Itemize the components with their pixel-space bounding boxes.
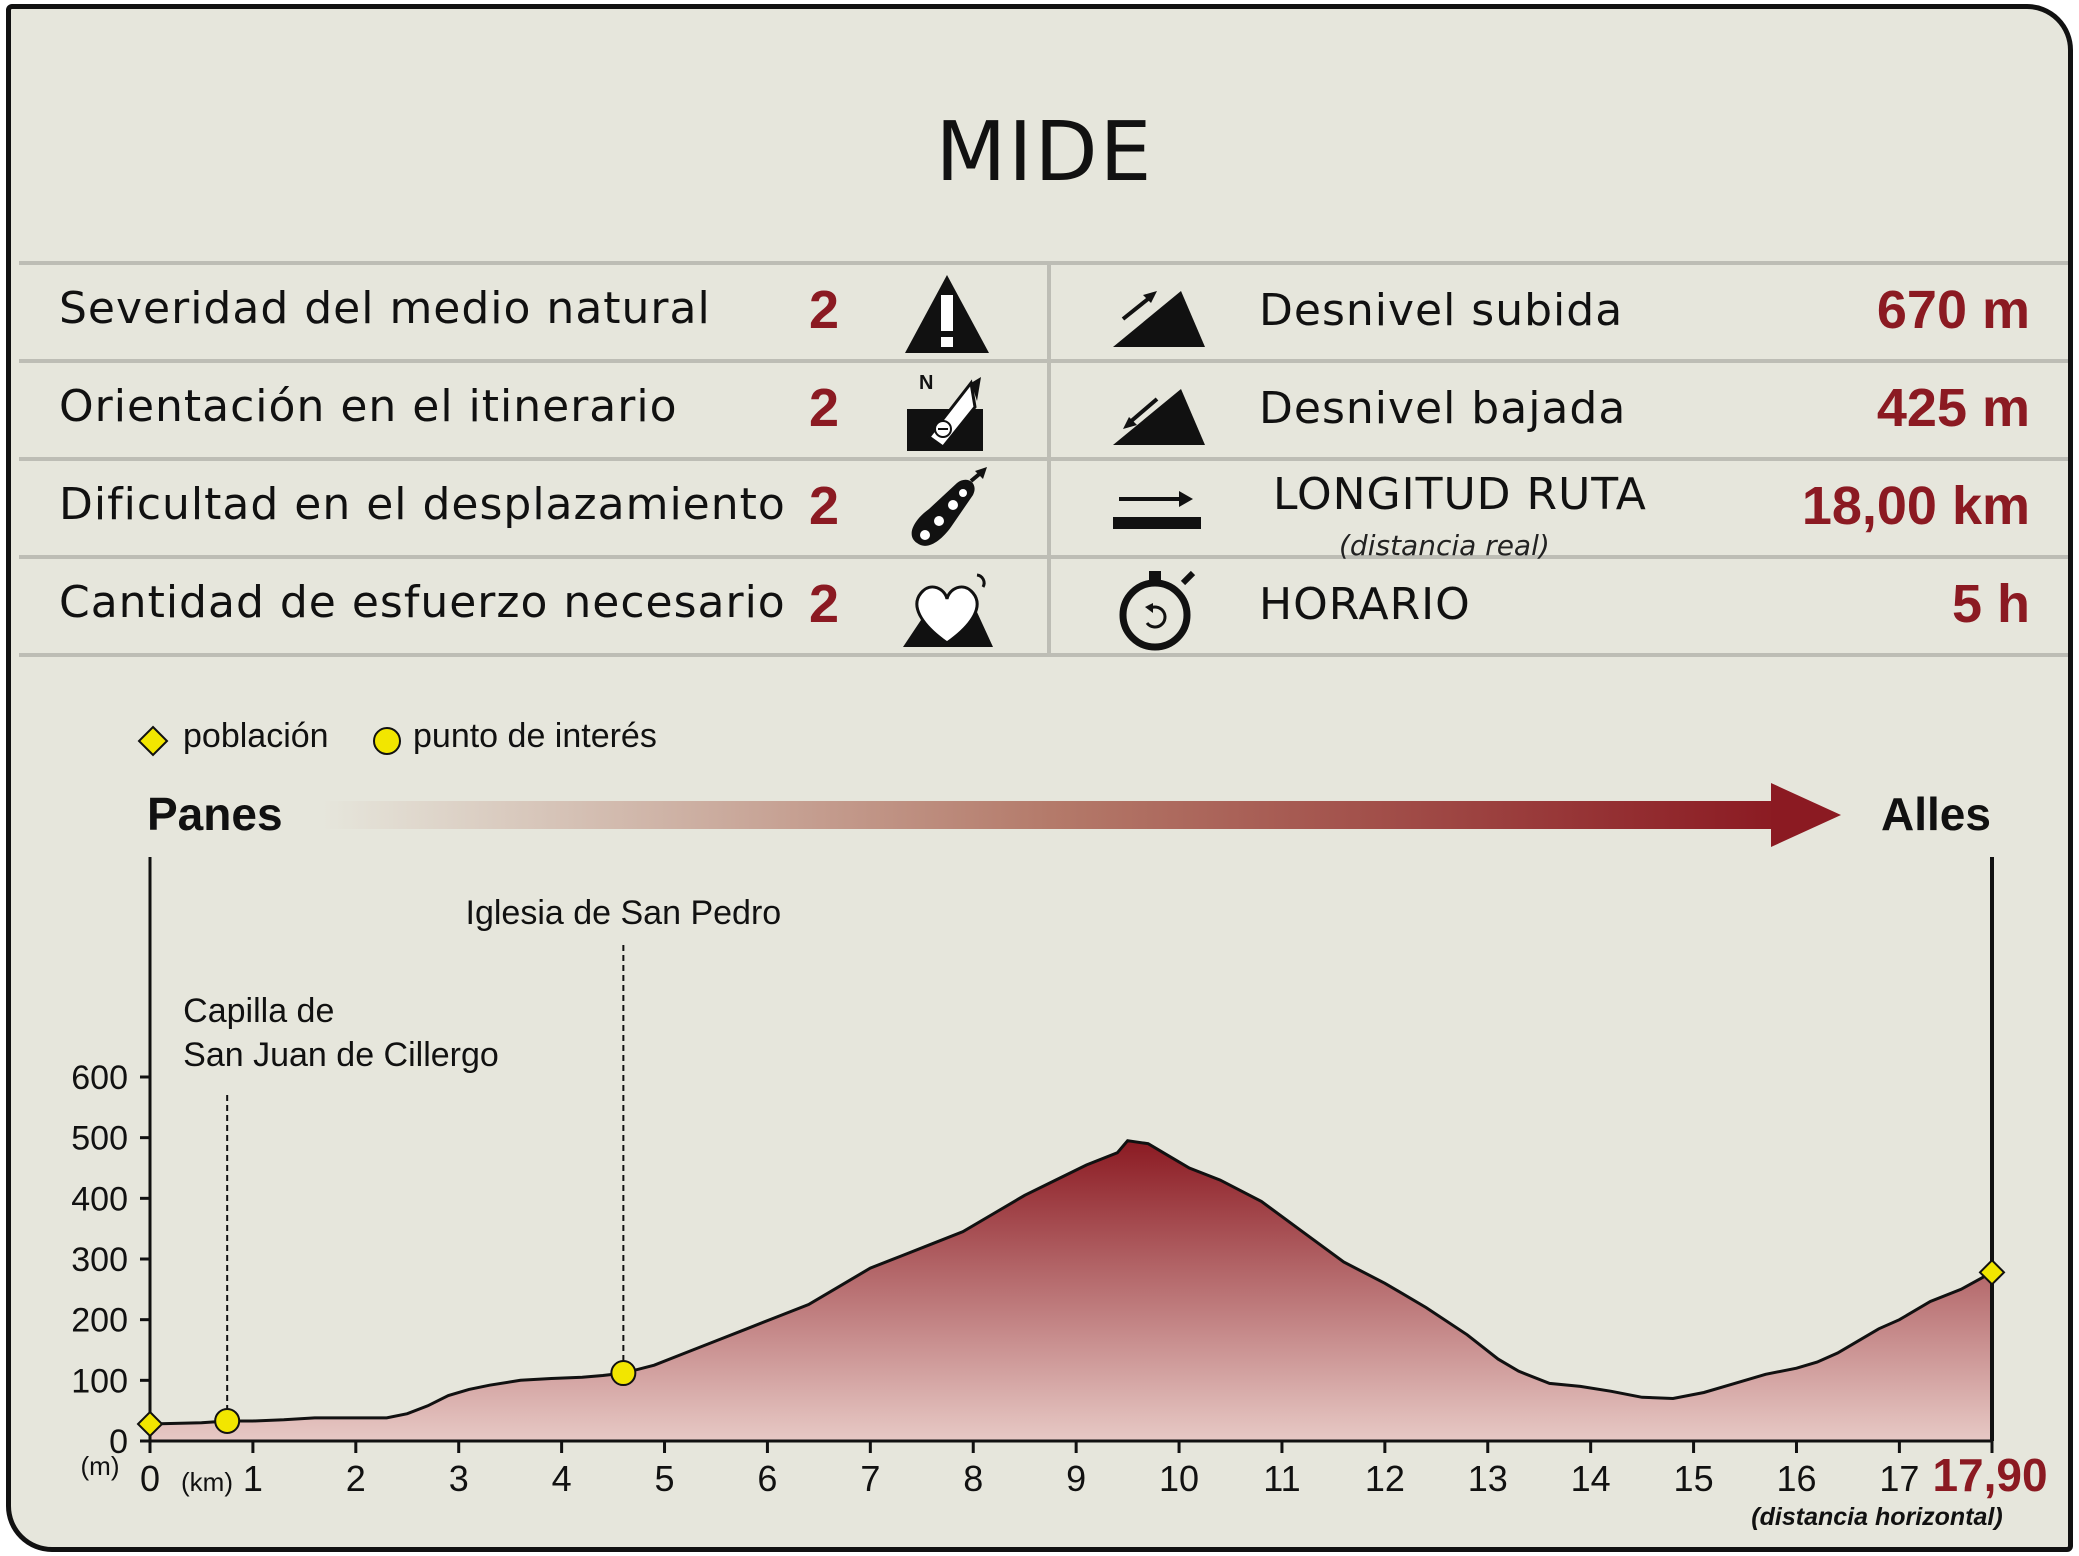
x-tick-label: 3 xyxy=(449,1458,469,1499)
heart-mountain-icon xyxy=(903,573,993,647)
x-tick-label: 2 xyxy=(346,1458,366,1499)
y-unit-label: (m) xyxy=(81,1451,120,1481)
distance-arrow-icon xyxy=(1113,491,1201,529)
x-tick-label: 9 xyxy=(1066,1458,1086,1499)
legend-poi-label: punto de interés xyxy=(413,717,657,755)
x-tick-label: 6 xyxy=(757,1458,777,1499)
direction-arrow xyxy=(321,783,1841,847)
ascent-slope-icon xyxy=(1113,291,1205,347)
end-distance-note: (distancia horizontal) xyxy=(1751,1503,2002,1531)
table-row: Severidad del medio natural 2 Desnivel s… xyxy=(19,265,2068,357)
table-column-divider xyxy=(1047,265,1051,657)
y-tick-label: 0 xyxy=(109,1423,128,1461)
warning-mountain-icon xyxy=(905,275,989,353)
table-divider xyxy=(19,555,2068,559)
effort-label: Cantidad de esfuerzo necesario xyxy=(59,577,786,628)
poi-label: Iglesia de San Pedro xyxy=(466,894,782,932)
y-tick-label: 600 xyxy=(71,1059,128,1097)
x-tick-label: 7 xyxy=(860,1458,880,1499)
y-tick-label: 500 xyxy=(71,1120,128,1158)
descent-label: Desnivel bajada xyxy=(1259,383,1627,434)
difficulty-label: Dificultad en el desplazamiento xyxy=(59,479,786,530)
length-value: 18,00 km xyxy=(1801,476,2030,536)
svg-text:N: N xyxy=(919,372,933,394)
footprint-icon xyxy=(911,467,987,546)
descent-slope-icon xyxy=(1113,389,1205,445)
x-tick-label: 11 xyxy=(1263,1458,1300,1499)
x-tick-label: 13 xyxy=(1468,1458,1508,1499)
x-tick-label: 10 xyxy=(1159,1458,1199,1499)
legend-town-label: población xyxy=(183,717,329,755)
x-tick-label: 4 xyxy=(552,1458,572,1499)
mide-table: Severidad del medio natural 2 Desnivel s… xyxy=(19,261,2068,657)
elevation-line xyxy=(149,1139,1993,1426)
x-tick-label: 1 xyxy=(243,1458,263,1499)
time-value: 5 h xyxy=(1951,574,2030,634)
x-tick-label: 17 xyxy=(1879,1458,1919,1499)
ascent-value: 670 m xyxy=(1876,280,2030,340)
severity-label: Severidad del medio natural xyxy=(59,283,711,334)
severity-value: 2 xyxy=(809,280,840,340)
table-divider xyxy=(19,359,2068,363)
x-tick-label: 14 xyxy=(1571,1458,1611,1499)
town-marker-icon xyxy=(137,725,169,757)
length-sublabel: (distancia real) xyxy=(1339,529,1550,562)
x-tick-label: 15 xyxy=(1674,1458,1714,1499)
orientation-value: 2 xyxy=(809,378,840,438)
x-tick-label: 12 xyxy=(1365,1458,1405,1499)
mide-card: MIDE Severidad del medio natural 2 Desni… xyxy=(6,4,2073,1552)
end-distance-label: 17,90 xyxy=(1932,1449,2047,1501)
table-divider xyxy=(19,653,2068,657)
difficulty-value: 2 xyxy=(809,476,840,536)
y-tick-label: 400 xyxy=(71,1180,128,1218)
stopwatch-icon xyxy=(1119,570,1196,651)
x-tick-label: 8 xyxy=(963,1458,983,1499)
x-tick-label: 5 xyxy=(655,1458,675,1499)
y-tick-label: 200 xyxy=(71,1302,128,1340)
x-tick-label: 16 xyxy=(1776,1458,1816,1499)
poi-label: Capilla de xyxy=(183,992,334,1030)
poi-label: San Juan de Cillergo xyxy=(183,1036,499,1074)
compass-signpost-icon: N xyxy=(907,372,983,451)
x-tick-label: 0 xyxy=(140,1458,160,1499)
y-tick-label: 100 xyxy=(71,1362,128,1400)
orientation-label: Orientación en el itinerario xyxy=(59,381,678,432)
start-place-label: Panes xyxy=(147,788,283,840)
table-row: Dificultad en el desplazamiento 2 LONGIT… xyxy=(19,461,2068,562)
poi-marker-icon xyxy=(373,727,401,755)
descent-value: 425 m xyxy=(1876,378,2030,438)
effort-value: 2 xyxy=(809,574,840,634)
poi-marker xyxy=(610,1360,637,1387)
ascent-label: Desnivel subida xyxy=(1259,285,1624,336)
x-unit-label: (km) xyxy=(181,1467,233,1497)
poi-marker xyxy=(214,1407,241,1434)
end-place-label: Alles xyxy=(1881,788,1991,840)
y-tick-label: 300 xyxy=(71,1241,128,1279)
length-label: LONGITUD RUTA xyxy=(1273,469,1647,520)
table-divider xyxy=(19,457,2068,461)
page-title: MIDE xyxy=(935,105,1154,200)
table-row: Cantidad de esfuerzo necesario 2 HORARIO… xyxy=(19,559,2068,651)
table-divider xyxy=(19,261,2068,265)
time-label: HORARIO xyxy=(1259,579,1471,630)
table-row: Orientación en el itinerario 2 N Desnive… xyxy=(19,363,2068,455)
town-marker xyxy=(136,1410,164,1438)
elevation-area xyxy=(150,1140,1992,1441)
town-marker xyxy=(1978,1258,2006,1286)
